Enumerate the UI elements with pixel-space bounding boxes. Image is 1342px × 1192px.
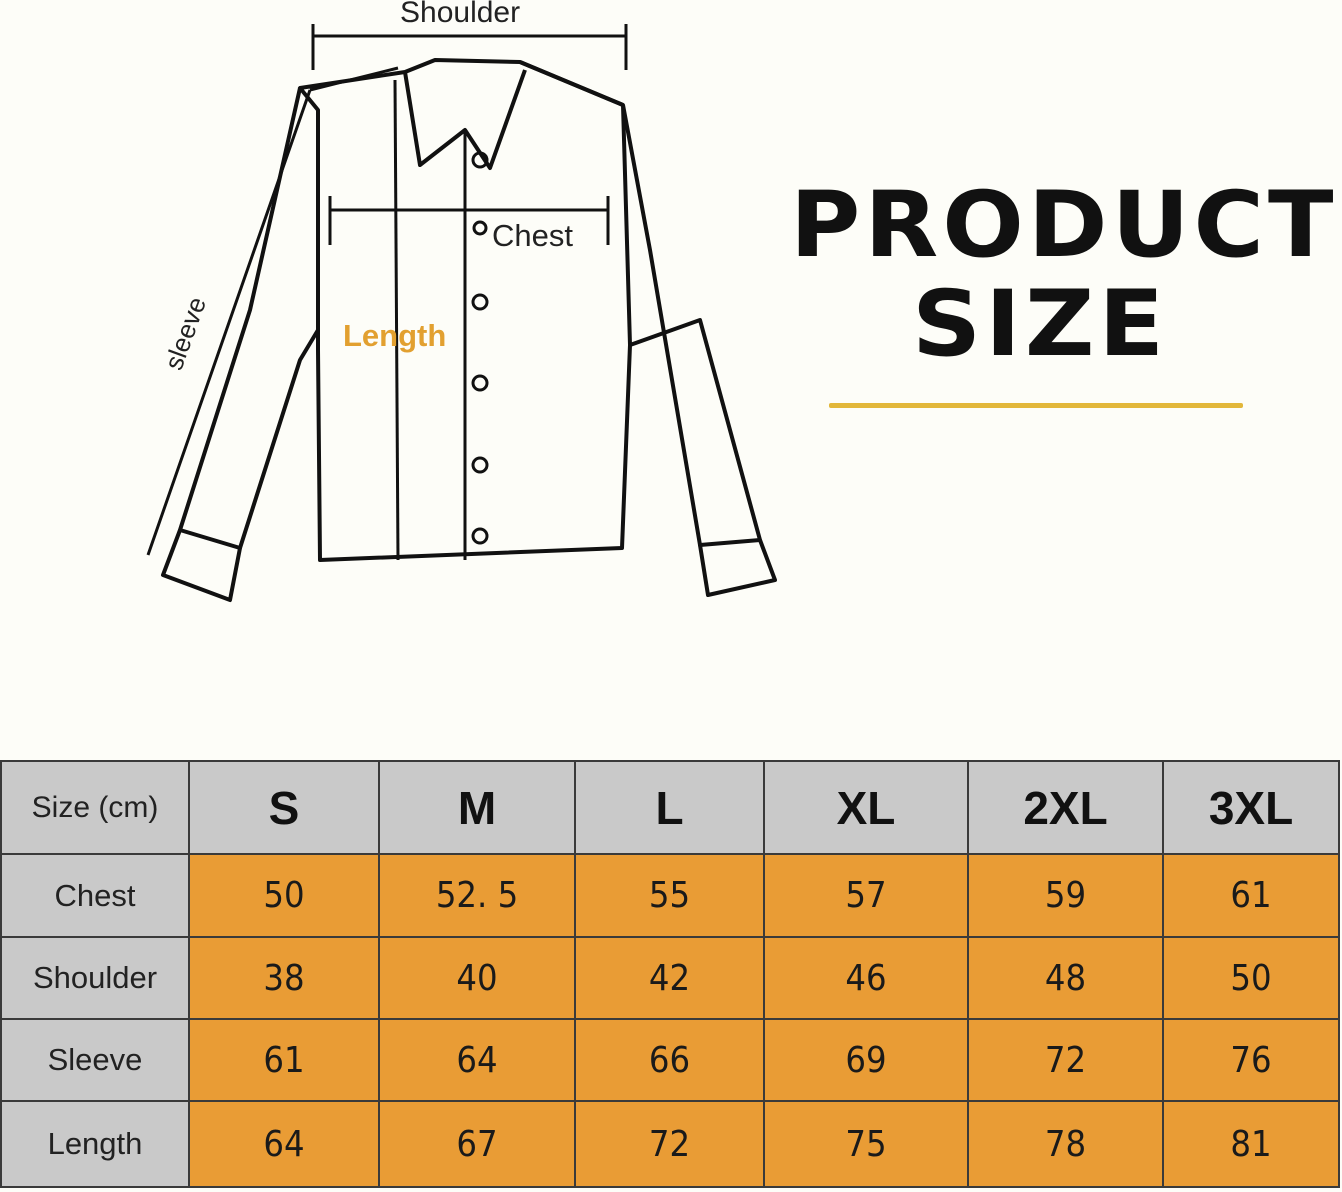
product-size-title: PRODUCT SIZE [790,171,1338,377]
right-sleeve [621,104,762,547]
size-header: 3XL [1162,760,1340,855]
table-row: Chest 50 52. 5 55 57 59 61 [0,853,1340,938]
row-label: Shoulder [0,936,190,1020]
table-cell: 81 [1162,1100,1340,1188]
right-cuff [698,539,777,597]
table-cell: 64 [378,1018,576,1102]
table-cell: 69 [763,1018,969,1102]
table-cell: 42 [574,936,765,1020]
table-cell: 38 [188,936,380,1020]
table-cell: 61 [188,1018,380,1102]
size-header: M [378,760,576,855]
row-label: Length [0,1100,190,1188]
left-sleeve [178,87,320,550]
table-cell: 48 [967,936,1164,1020]
shirt-diagram [146,24,777,602]
sleeve-measure-line [146,66,399,556]
size-header: S [188,760,380,855]
table-cell: 61 [1162,853,1340,938]
chest-label: Chest [492,218,573,253]
table-cell: 76 [1162,1018,1340,1102]
size-header-row: Size (cm) S M L XL 2XL 3XL [0,760,1340,855]
table-cell: 55 [574,853,765,938]
size-table: Size (cm) S M L XL 2XL 3XL Chest 50 52. … [0,760,1340,1188]
table-row: Length 64 67 72 75 78 81 [0,1100,1340,1188]
row-label: Chest [0,853,190,938]
accent-divider [829,403,1243,408]
table-cell: 72 [967,1018,1164,1102]
table-cell: 67 [378,1100,576,1188]
left-cuff [161,529,242,602]
size-unit-header: Size (cm) [0,760,190,855]
chest-measure-line [328,196,610,245]
table-cell: 59 [967,853,1164,938]
title-line-1: PRODUCT [790,171,1338,278]
size-header: XL [763,760,969,855]
table-cell: 64 [188,1100,380,1188]
table-row: Sleeve 61 64 66 69 72 76 [0,1018,1340,1102]
table-cell: 40 [378,936,576,1020]
table-cell: 46 [763,936,969,1020]
table-row: Shoulder 38 40 42 46 48 50 [0,936,1340,1020]
table-cell: 78 [967,1100,1164,1188]
table-cell: 57 [763,853,969,938]
row-label: Sleeve [0,1018,190,1102]
table-cell: 75 [763,1100,969,1188]
title-line-2: SIZE [911,270,1169,377]
table-cell: 66 [574,1018,765,1102]
shoulder-measure-line [311,24,628,70]
shoulder-label: Shoulder [400,0,521,29]
buttons [471,151,489,545]
length-label: Length [343,318,447,353]
size-header: 2XL [967,760,1164,855]
size-header: L [574,760,765,855]
table-cell: 50 [1162,936,1340,1020]
table-cell: 72 [574,1100,765,1188]
table-cell: 50 [188,853,380,938]
table-cell: 52. 5 [378,853,576,938]
